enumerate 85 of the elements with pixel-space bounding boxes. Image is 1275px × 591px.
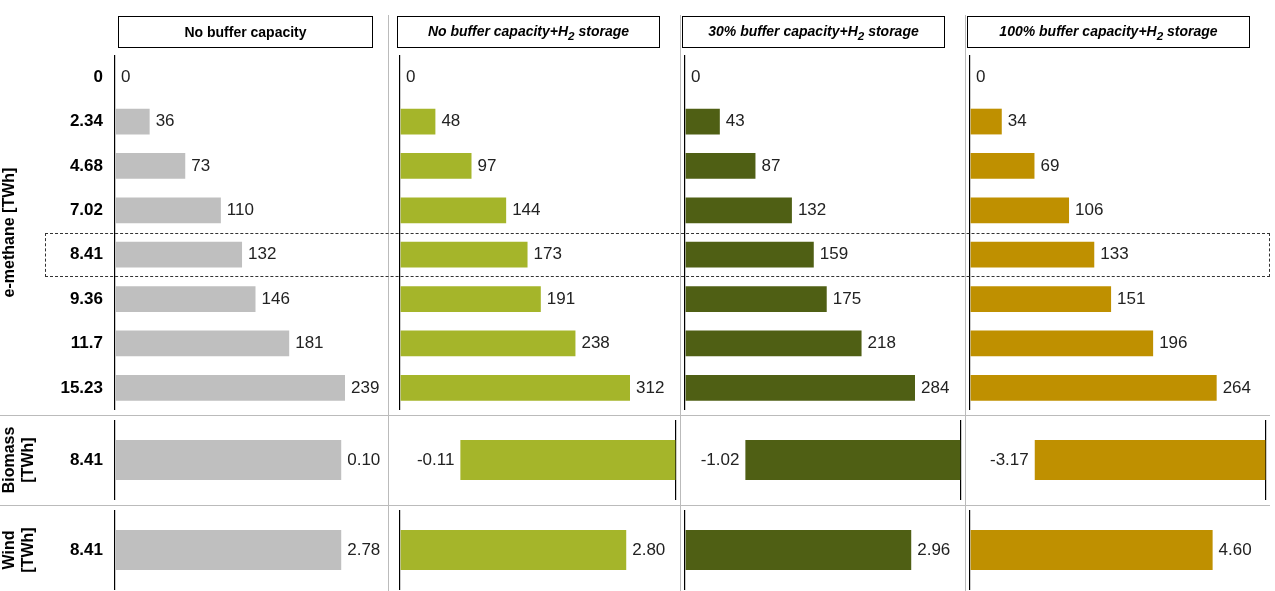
bar	[685, 330, 862, 357]
data-label: 146	[261, 288, 290, 308]
data-label: 110	[226, 200, 254, 219]
data-label: 181	[295, 333, 324, 353]
data-label: 69	[1040, 155, 1060, 175]
data-label: 2.96	[917, 539, 951, 559]
bar	[400, 330, 576, 357]
y-axis-title: e-methane [TWh]	[0, 167, 18, 298]
bar	[400, 108, 436, 135]
data-label: 2.78	[347, 539, 381, 559]
bar	[970, 241, 1095, 268]
data-label: -1.02	[700, 449, 740, 469]
bar	[970, 153, 1035, 179]
data-label: 284	[921, 377, 950, 397]
data-label: 173	[533, 244, 562, 264]
bar	[970, 374, 1217, 401]
data-label: 175	[832, 288, 862, 308]
data-label: 132	[248, 244, 277, 264]
chart-title: 100% buffer capacity+H$_{2}$ storage	[999, 22, 1218, 42]
y-tick-label: 8.41	[69, 539, 103, 559]
chart-title: No buffer capacity+H$_{2}$ storage	[427, 22, 630, 42]
chart-title: 30% buffer capacity+H$_{2}$ storage	[708, 22, 919, 42]
data-label: 48	[441, 111, 461, 131]
bar	[115, 286, 256, 312]
data-label: 191	[546, 288, 576, 308]
bar	[400, 153, 472, 179]
bar	[970, 197, 1070, 224]
bar	[685, 153, 756, 179]
bar	[115, 153, 186, 179]
data-label: 0	[406, 66, 416, 86]
data-label: 43	[725, 111, 745, 131]
y-tick-label: 8.41	[69, 449, 103, 469]
data-label: 239	[351, 377, 380, 397]
data-label: 238	[581, 333, 610, 353]
data-label: -3.17	[990, 449, 1029, 469]
data-label: 0	[976, 66, 986, 86]
chart-title: No buffer capacity	[184, 24, 307, 40]
data-label: 106	[1075, 200, 1104, 219]
data-label: 4.60	[1218, 539, 1252, 559]
bar	[400, 286, 541, 312]
y-tick-label: 9.36	[69, 288, 103, 308]
y-tick-label: 0	[93, 66, 103, 86]
data-label: 0.10	[347, 449, 381, 469]
bar	[685, 241, 814, 268]
data-label: 196	[1159, 333, 1188, 353]
data-label: 2.80	[632, 539, 666, 559]
bar	[970, 286, 1112, 312]
data-label: 87	[761, 155, 781, 175]
data-label: 73	[191, 155, 211, 175]
data-label: 133	[1100, 244, 1129, 264]
data-label: 218	[867, 333, 896, 353]
bar	[115, 197, 221, 224]
bar	[685, 286, 827, 312]
data-label: 151	[1117, 288, 1146, 308]
bar	[685, 374, 915, 401]
bar	[115, 108, 150, 135]
bar	[685, 108, 720, 135]
y-tick-label: 2.34	[69, 111, 104, 131]
data-label: 34	[1007, 111, 1027, 131]
bar	[400, 241, 528, 268]
bar	[970, 108, 1002, 135]
bar	[685, 197, 792, 224]
y-tick-label: 11.7	[70, 333, 103, 353]
bar	[115, 241, 243, 268]
data-label: 0	[121, 66, 131, 86]
bar	[115, 330, 290, 357]
y-tick-label: 8.41	[69, 244, 103, 264]
y-axis-title: Biomass [TWh]	[0, 426, 37, 494]
bar	[400, 197, 507, 224]
bar	[400, 374, 630, 401]
bar	[115, 374, 345, 401]
data-label: 0	[691, 66, 701, 86]
data-label: 264	[1222, 377, 1252, 397]
y-tick-label: 4.68	[69, 155, 103, 175]
data-label: 97	[477, 155, 497, 175]
data-label: 159	[819, 244, 849, 264]
y-tick-label: 7.02	[69, 200, 103, 219]
data-label: -0.11	[416, 449, 455, 469]
data-label: 312	[636, 377, 665, 397]
y-axis-title: Wind [TWh]	[0, 527, 37, 573]
y-tick-label: 15.23	[60, 377, 103, 397]
bar	[970, 330, 1154, 357]
data-label: 132	[797, 200, 827, 219]
data-label: 144	[512, 200, 541, 219]
data-label: 36	[155, 111, 175, 131]
